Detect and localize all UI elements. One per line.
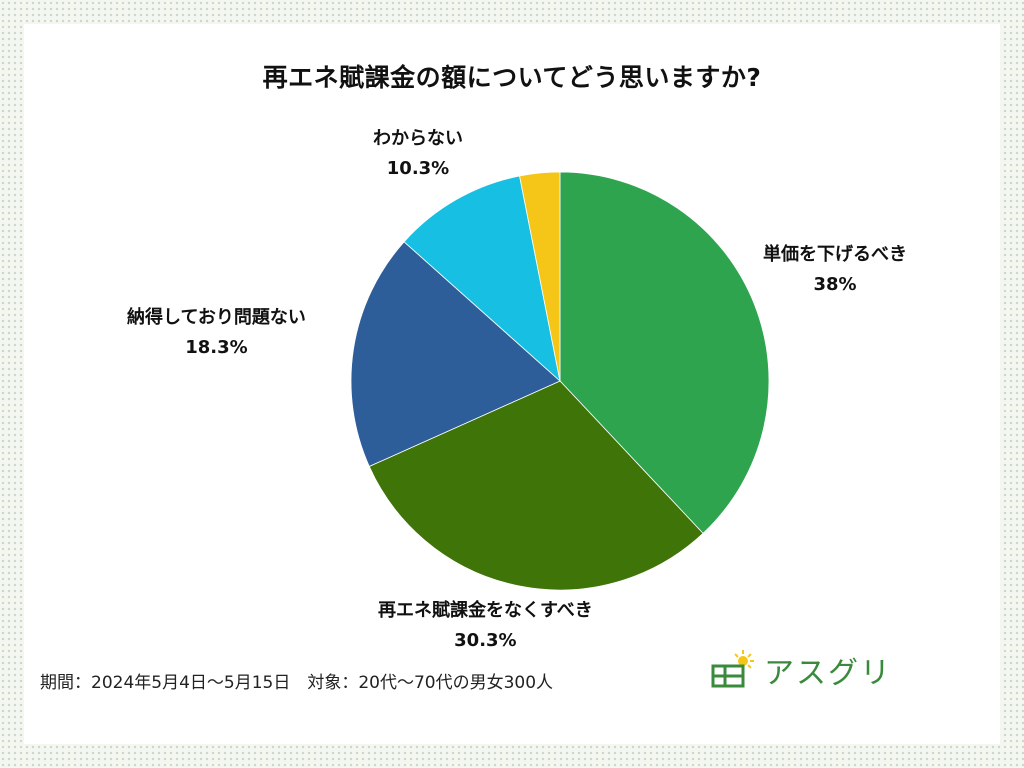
slice-label-unknown: わからない 10.3% (373, 124, 463, 184)
slice-label-satisfied: 納得しており問題ない 18.3% (127, 303, 306, 363)
brand-name: アスグリ (764, 656, 892, 691)
pie-slice-satisfied (350, 241, 561, 467)
slice-label-abolish: 再エネ賦課金をなくすべき 30.3% (378, 596, 593, 656)
brand-logo: アスグリ (710, 648, 892, 692)
slice-label-unknown-value: 10.3% (386, 158, 450, 179)
slice-label-lower-price: 単価を下げるべき 38% (763, 240, 907, 300)
pie-slice-other (519, 171, 561, 382)
pie-slice-unknown (403, 175, 561, 383)
slice-label-satisfied-name: 納得しており問題ない (127, 307, 306, 328)
pie-slice-abolish (368, 380, 704, 591)
slice-label-lower-price-name: 単価を下げるべき (763, 244, 907, 265)
slice-label-lower-price-value: 38% (813, 274, 857, 295)
pie-slice-lower-price (559, 171, 770, 534)
slice-label-unknown-name: わからない (373, 128, 463, 149)
chart-title: 再エネ賦課金の額についてどう思いますか? (262, 63, 762, 92)
slice-label-abolish-name: 再エネ賦課金をなくすべき (378, 600, 593, 621)
survey-period-note: 期間：2024年5月4日〜5月15日 対象：20代〜70代の男女300人 (40, 673, 554, 693)
slice-label-satisfied-value: 18.3% (185, 337, 248, 358)
slice-label-abolish-value: 30.3% (454, 630, 517, 651)
solar-panel-sun-icon (711, 650, 754, 688)
